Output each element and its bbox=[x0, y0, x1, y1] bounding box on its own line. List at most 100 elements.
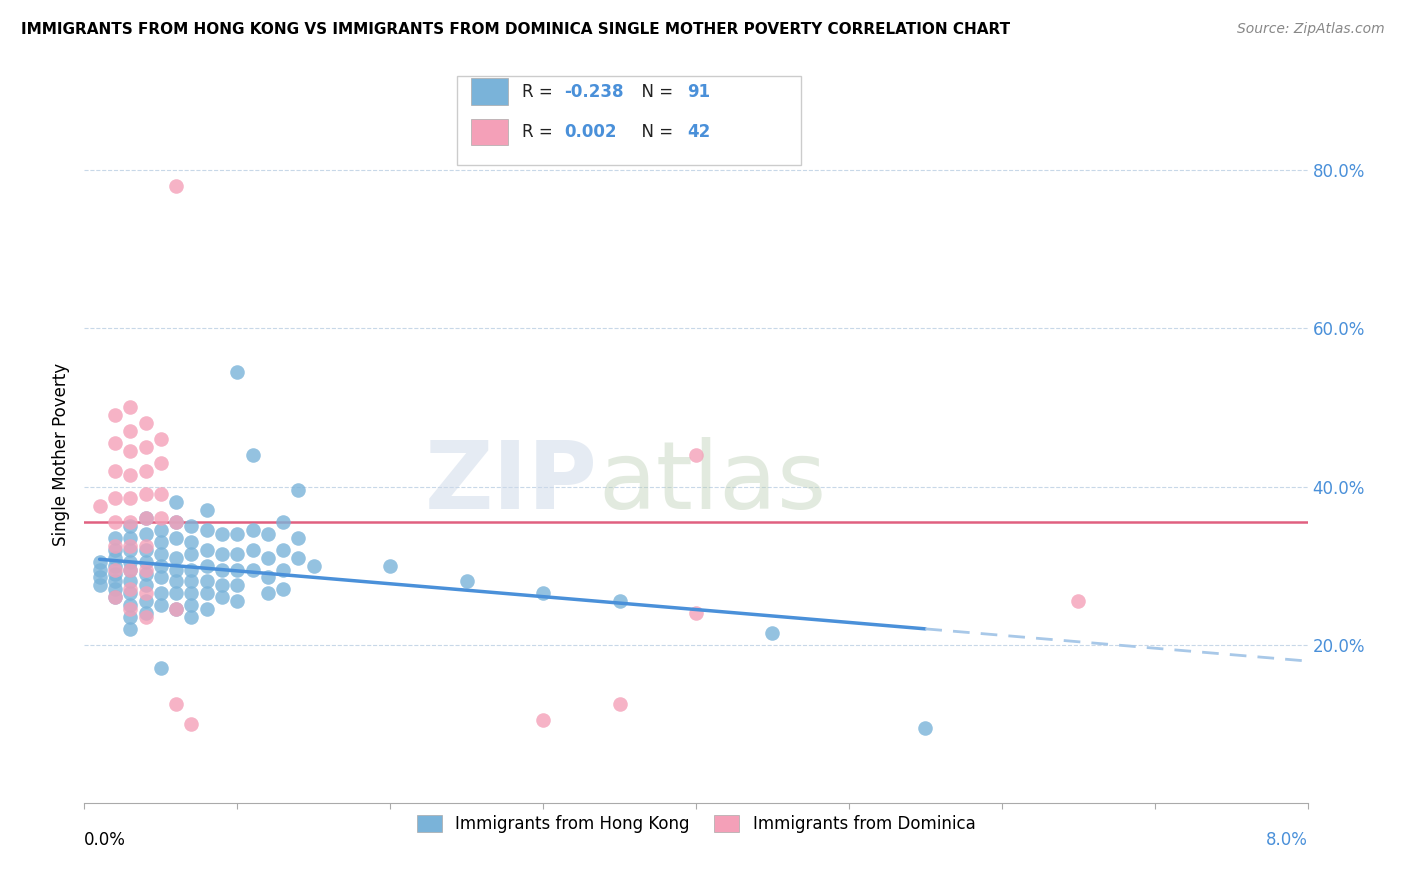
Point bbox=[257, 550, 280, 565]
Point bbox=[135, 563, 157, 577]
Point bbox=[120, 539, 142, 553]
Point bbox=[135, 464, 157, 478]
Point bbox=[104, 563, 127, 577]
Point bbox=[195, 542, 218, 557]
Point bbox=[104, 582, 127, 597]
Point bbox=[165, 586, 187, 600]
Point bbox=[135, 555, 157, 569]
Text: atlas: atlas bbox=[598, 437, 827, 529]
Point bbox=[149, 586, 172, 600]
Point bbox=[195, 574, 218, 589]
Point bbox=[149, 487, 172, 501]
Point bbox=[135, 610, 157, 624]
Point bbox=[195, 602, 218, 616]
Point bbox=[609, 594, 631, 608]
Point bbox=[165, 515, 187, 529]
Point bbox=[104, 591, 127, 605]
Point bbox=[165, 515, 187, 529]
Point bbox=[135, 539, 157, 553]
Point bbox=[226, 547, 249, 561]
Point bbox=[135, 586, 157, 600]
Point bbox=[180, 716, 202, 731]
Point bbox=[165, 574, 187, 589]
Point bbox=[120, 401, 142, 415]
Point bbox=[195, 503, 218, 517]
Point bbox=[242, 448, 264, 462]
Point bbox=[226, 563, 249, 577]
Point bbox=[1067, 594, 1090, 608]
Text: 42: 42 bbox=[688, 123, 711, 141]
Point bbox=[226, 527, 249, 541]
Point bbox=[226, 594, 249, 608]
Point bbox=[149, 558, 172, 573]
Point bbox=[120, 467, 142, 482]
Point bbox=[180, 534, 202, 549]
Point bbox=[104, 464, 127, 478]
Point bbox=[135, 527, 157, 541]
Point bbox=[89, 570, 111, 584]
Point bbox=[104, 539, 127, 553]
Point bbox=[914, 721, 936, 735]
Point bbox=[226, 578, 249, 592]
Point bbox=[149, 661, 172, 675]
Point bbox=[180, 563, 202, 577]
Point bbox=[287, 550, 309, 565]
Point bbox=[211, 563, 233, 577]
Point bbox=[120, 622, 142, 636]
Point bbox=[195, 558, 218, 573]
Point bbox=[165, 602, 187, 616]
Point bbox=[257, 527, 280, 541]
Legend: Immigrants from Hong Kong, Immigrants from Dominica: Immigrants from Hong Kong, Immigrants fr… bbox=[409, 808, 983, 839]
Point bbox=[120, 586, 142, 600]
Point bbox=[120, 574, 142, 589]
Point bbox=[180, 519, 202, 533]
Point bbox=[89, 555, 111, 569]
Point bbox=[120, 602, 142, 616]
Point bbox=[271, 542, 294, 557]
Point bbox=[135, 417, 157, 431]
Point bbox=[149, 547, 172, 561]
Point bbox=[165, 697, 187, 711]
Point bbox=[104, 491, 127, 506]
Point bbox=[287, 483, 309, 498]
Point bbox=[257, 570, 280, 584]
Text: N =: N = bbox=[631, 83, 679, 101]
Text: N =: N = bbox=[631, 123, 679, 141]
Point bbox=[135, 511, 157, 525]
Point bbox=[120, 582, 142, 597]
Text: 91: 91 bbox=[688, 83, 710, 101]
Point bbox=[180, 547, 202, 561]
Point bbox=[104, 409, 127, 423]
Point bbox=[456, 574, 478, 589]
Point bbox=[149, 598, 172, 612]
Point bbox=[149, 534, 172, 549]
Point bbox=[609, 697, 631, 711]
Point bbox=[89, 500, 111, 514]
Point bbox=[242, 542, 264, 557]
Point bbox=[271, 515, 294, 529]
Point bbox=[380, 558, 402, 573]
Point bbox=[165, 602, 187, 616]
Point bbox=[165, 563, 187, 577]
Text: Source: ZipAtlas.com: Source: ZipAtlas.com bbox=[1237, 22, 1385, 37]
Text: 8.0%: 8.0% bbox=[1265, 830, 1308, 848]
Point bbox=[242, 563, 264, 577]
Point bbox=[685, 448, 707, 462]
Point bbox=[211, 591, 233, 605]
Point bbox=[104, 550, 127, 565]
Point bbox=[120, 610, 142, 624]
Point bbox=[120, 519, 142, 533]
Point bbox=[135, 511, 157, 525]
Point bbox=[120, 598, 142, 612]
Point bbox=[531, 713, 554, 727]
Text: 0.0%: 0.0% bbox=[84, 830, 127, 848]
Point bbox=[195, 523, 218, 537]
Point bbox=[165, 495, 187, 509]
Point bbox=[104, 591, 127, 605]
Point bbox=[211, 547, 233, 561]
Point bbox=[302, 558, 325, 573]
Point bbox=[685, 606, 707, 620]
Point bbox=[120, 531, 142, 545]
Point bbox=[149, 523, 172, 537]
Point bbox=[120, 563, 142, 577]
